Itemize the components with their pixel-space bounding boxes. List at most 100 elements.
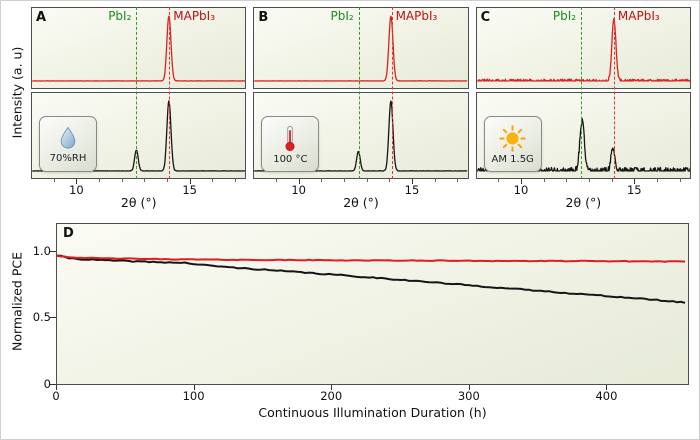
minor-x-tick [121,179,123,182]
temperature-condition-badge: 100 °C [261,116,320,172]
minor-x-tick [212,179,214,182]
x-axis-title-b: 2θ (°) [343,195,379,210]
stressed-xrd-subplot [253,7,469,89]
red-xrd-trace [254,15,468,82]
x-axis-title-c: 2θ (°) [565,195,602,210]
major-x-tick [411,179,413,184]
control-xrd-subplot: 100 °C [253,92,469,179]
y-tick [50,317,56,319]
x-tick-label: 15 [626,183,642,197]
control-xrd-subplot: 70%RH [31,92,247,179]
x-tick-label: 200 [320,389,343,403]
x-tick [193,385,195,390]
condition-label: AM 1.5G [491,153,534,165]
pce-x-axis-title: Continuous Illumination Duration (h) [258,405,487,420]
major-x-tick [520,179,522,184]
humidity-condition-badge: 70%RH [39,116,97,172]
major-x-tick [298,179,300,184]
condition-label: 100 °C [273,153,308,165]
x-tick-label: 15 [182,183,197,197]
x-tick-label: 10 [513,183,529,197]
x-axis-title-a: 2θ (°) [120,195,157,210]
pbi2-reference-line [581,7,583,179]
x-axis-b: 10 15 [253,179,468,197]
condition-label: 70%RH [49,153,87,164]
pce-x-axis: 0 100 200 300 400 [52,385,689,403]
pbi2-peak-label: PbI₂ [552,9,577,23]
pbi2-reference-line [358,7,360,179]
y-tick-label: 0.5 [32,310,51,325]
sun-icon [499,124,526,152]
minor-x-tick [389,179,391,182]
thermometer-icon [285,125,295,151]
minor-x-tick [366,179,368,182]
xrd-plot-area-c: C PbI₂ MAPbI₃ [475,7,691,179]
minor-x-tick [434,179,436,182]
y-tick-label: 0 [43,377,51,391]
xrd-plot-area-b: B PbI₂ MAPbI₃ 100 °C [253,7,469,179]
panel-letter-c: C [480,10,491,25]
x-tick [468,385,470,390]
x-tick-label: 15 [404,183,420,197]
mapbi3-peak-label: MAPbI₃ [617,9,660,23]
minor-x-tick [166,179,168,182]
red-xrd-trace [476,18,690,82]
panel-letter-b: B [258,10,269,25]
minor-x-tick [588,179,590,182]
pbi2-reference-line [136,7,138,179]
major-x-tick [634,179,636,184]
major-x-tick [189,179,191,184]
pce-y-axis: 1.0 0.5 0 [21,223,51,391]
red-xrd-trace [32,15,246,82]
minor-x-tick [144,179,146,182]
panel-letter-d: D [63,226,74,241]
xrd-panels-row: A PbI₂ MAPbI₃ [31,7,691,210]
minor-x-tick [321,179,323,182]
illumination-condition-badge: AM 1.5G [483,116,542,172]
mapbi3-reference-line [391,7,393,179]
minor-x-tick [98,179,100,182]
minor-x-tick [53,179,55,182]
minor-x-tick [679,179,681,182]
minor-x-tick [656,179,658,182]
x-tick [606,385,608,390]
x-tick-label: 10 [69,183,84,197]
intensity-axis-label: Intensity (a. u) [9,46,25,139]
x-tick-label: 10 [291,183,306,197]
x-tick-label: 300 [457,389,480,403]
minor-x-tick [566,179,568,182]
minor-x-tick [275,179,277,182]
minor-x-tick [234,179,236,182]
minor-x-tick [611,179,613,182]
minor-x-tick [343,179,345,182]
x-tick-label: 100 [182,389,205,403]
mapbi3-reference-line [169,7,171,179]
pce-stability-plot: D [50,223,689,385]
mapbi3-peak-label: MAPbI₃ [395,9,438,23]
mapbi3-peak-label: MAPbI₃ [173,9,216,23]
major-x-tick [76,179,78,184]
mapbi3-reference-line [613,7,615,179]
y-tick [50,384,56,385]
x-axis-a: 10 15 [31,179,246,197]
water-droplet-icon [60,126,76,149]
xrd-panel-c: C PbI₂ MAPbI₃ [475,7,691,210]
pce-traces [57,254,686,304]
y-tick [50,250,56,252]
x-axis-c: 10 15 [476,179,691,197]
xrd-plot-area-a: A PbI₂ MAPbI₃ [31,7,247,179]
minor-x-tick [498,179,500,182]
xrd-panel-a: A PbI₂ MAPbI₃ [31,7,247,210]
minor-x-tick [457,179,459,182]
stressed-xrd-subplot [475,7,691,89]
x-tick-label: 0 [52,389,60,403]
x-tick [331,385,333,390]
minor-x-tick [543,179,545,182]
x-tick [56,385,57,390]
control-xrd-subplot: AM 1.5G [475,92,691,179]
x-tick-label: 400 [595,389,618,403]
xrd-panel-b: B PbI₂ MAPbI₃ 100 °C [253,7,469,210]
y-tick-label: 1.0 [32,243,51,258]
panel-letter-a: A [36,10,47,25]
